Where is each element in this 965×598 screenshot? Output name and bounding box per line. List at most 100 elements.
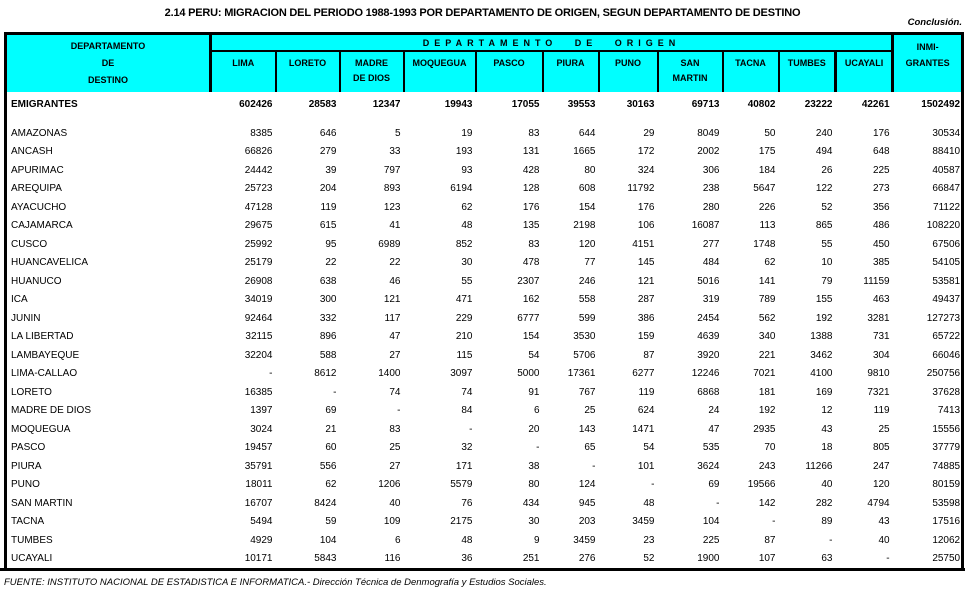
table-cell: 5 (394, 127, 401, 139)
table-cell: 87 (643, 349, 655, 361)
table-cell: - (651, 479, 655, 491)
table-cell: 221 (758, 349, 776, 361)
table-cell: 5843 (314, 553, 337, 565)
table-cell: 47 (708, 423, 720, 435)
table-cell: 2198 (573, 220, 596, 232)
table-cell: 463 (872, 294, 890, 306)
table-cell: 558 (578, 294, 596, 306)
table-cell: 48 (461, 534, 473, 546)
table-row: HUANUCO 26908 638 46 55 2307 246 121 5016 141 79 11… (6, 272, 963, 291)
table-row: LA LIBERTAD 32115 896 47 210 154 3530 159 4639 34… (6, 328, 963, 347)
table-cell: 644 (578, 127, 596, 139)
table-cell: 240 (815, 127, 833, 139)
table-cell: 30163 (626, 98, 655, 110)
table-cell: 79 (821, 275, 833, 287)
table-cell: 172 (637, 146, 655, 158)
table-cell: 80 (528, 479, 540, 491)
table-cell: 805 (872, 442, 890, 454)
table-cell: 19457 (244, 442, 273, 454)
column-header-madre-de-dios: MADRE DE DIOS (338, 51, 404, 92)
table-cell: 277 (702, 238, 720, 250)
table-cell: 142 (758, 497, 776, 509)
table-cell: 60 (325, 442, 337, 454)
table-cell: 12246 (691, 368, 720, 380)
table-cell: - (536, 442, 540, 454)
column-header-pasco: PASCO (474, 51, 543, 92)
table-body: EMIGRANTES 602426 28583 12347 19943 17055 3955… (6, 92, 963, 570)
row-label: PIURA (11, 460, 42, 472)
table-cell: 55 (461, 275, 473, 287)
table-cell: 176 (522, 201, 540, 213)
table-cell: 797 (383, 164, 401, 176)
table-cell: 32 (461, 442, 473, 454)
table-cell: 154 (522, 331, 540, 343)
table-cell: 54 (528, 349, 540, 361)
table-cell: 50 (764, 127, 776, 139)
table-cell: 25179 (244, 257, 273, 269)
table-cell: 356 (872, 201, 890, 213)
table-cell: 3530 (573, 331, 596, 343)
table-cell: 46 (389, 275, 401, 287)
table-cell: 225 (872, 164, 890, 176)
column-header-tumbes: TUMBES (777, 51, 837, 92)
row-label: EMIGRANTES (11, 98, 78, 110)
table-cell: 43 (821, 423, 833, 435)
table-cell: - (397, 405, 401, 417)
table-row: APURIMAC 24442 39 797 93 428 80 324 306 184 26 225 4… (6, 161, 963, 180)
table-cell: 39553 (567, 98, 596, 110)
table-cell: 6 (533, 405, 540, 417)
table-cell: 83 (389, 423, 401, 435)
row-total-cell: 1502492 (921, 98, 961, 110)
table-cell: 36 (461, 553, 473, 565)
table-cell: 8385 (250, 127, 273, 139)
table-cell: 119 (320, 201, 337, 213)
table-row: PUNO 18011 62 1206 5579 80 124 - 69 19566 40 120 801… (6, 476, 963, 495)
table-cell: 17055 (511, 98, 540, 110)
table-cell: 731 (872, 331, 890, 343)
table-cell: 434 (522, 497, 540, 509)
table-cell: 27 (389, 460, 401, 472)
table-cell: 135 (522, 220, 540, 232)
table-cell: 69 (325, 405, 337, 417)
table-cell: 556 (319, 460, 337, 472)
table-cell: 646 (319, 127, 337, 139)
table-cell: - (269, 368, 273, 380)
table-cell: 300 (319, 294, 337, 306)
table-cell: 47 (389, 331, 401, 343)
table-cell: 30 (528, 516, 540, 528)
table-cell: 33 (389, 146, 401, 158)
spacer-row (6, 116, 963, 124)
table-cell: 273 (872, 183, 890, 195)
table-cell: 203 (578, 516, 596, 528)
table-cell: - (829, 534, 833, 546)
table-cell: 12 (821, 405, 833, 417)
row-total-cell: 108220 (926, 220, 961, 232)
destino-header-cell: DEPARTAMENTO DE DESTINO (5, 33, 212, 92)
table-cell: 2002 (697, 146, 720, 158)
table-row: PIURA 35791 556 27 171 38 - 101 3624 243 11266 247 7… (6, 457, 963, 476)
table-cell: 181 (758, 386, 776, 398)
table-cell: 6989 (378, 238, 401, 250)
bottom-rule (0, 568, 965, 571)
table-cell: 74 (389, 386, 401, 398)
table-cell: 602426 (239, 98, 273, 110)
table-cell: 865 (815, 220, 833, 232)
table-cell: 23 (643, 534, 655, 546)
table-cell: 47128 (244, 201, 273, 213)
table-cell: 30 (461, 257, 473, 269)
table-cell: 39 (325, 164, 337, 176)
table-cell: 852 (455, 238, 473, 250)
table-cell: 38 (528, 460, 540, 472)
table-cell: 3459 (573, 534, 596, 546)
table-cell: 119 (638, 386, 655, 398)
row-total-cell: 66046 (932, 349, 961, 361)
table-row: TUMBES 4929 104 6 48 9 3459 23 225 87 - 40 12062 (6, 531, 963, 550)
table-cell: 16385 (244, 386, 273, 398)
table-cell: 59 (325, 516, 337, 528)
table-row: ANCASH 66826 279 33 193 131 1665 172 2002 175 494 6… (6, 143, 963, 162)
table-cell: 40802 (747, 98, 776, 110)
table-cell: 599 (578, 312, 596, 324)
table-cell: 101 (637, 460, 655, 472)
table-cell: 1400 (378, 368, 401, 380)
